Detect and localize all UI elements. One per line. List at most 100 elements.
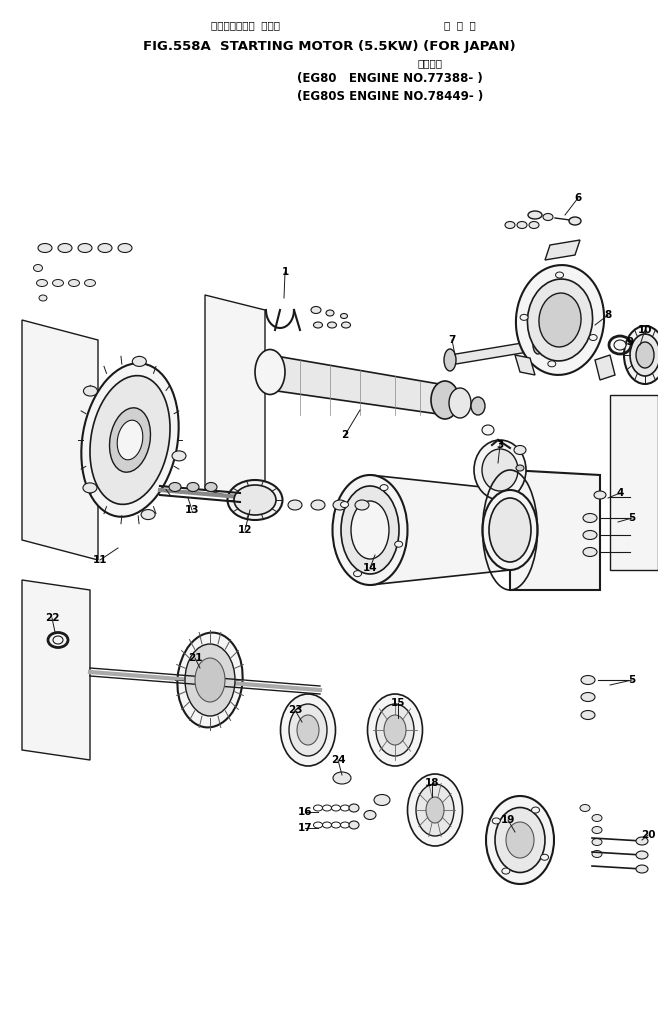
- Ellipse shape: [532, 807, 540, 813]
- Ellipse shape: [141, 510, 155, 519]
- Ellipse shape: [178, 633, 243, 727]
- Text: 21: 21: [188, 653, 202, 663]
- Ellipse shape: [449, 388, 471, 418]
- Ellipse shape: [39, 295, 47, 301]
- Ellipse shape: [636, 837, 648, 845]
- Ellipse shape: [311, 306, 321, 313]
- Ellipse shape: [589, 335, 597, 341]
- Ellipse shape: [592, 814, 602, 821]
- Text: 国  内  外: 国 内 外: [444, 20, 476, 30]
- Ellipse shape: [288, 500, 302, 510]
- Text: 1: 1: [282, 267, 289, 277]
- Ellipse shape: [333, 500, 347, 510]
- Ellipse shape: [34, 265, 43, 272]
- Ellipse shape: [492, 818, 500, 824]
- Text: 14: 14: [363, 563, 377, 573]
- Ellipse shape: [234, 485, 276, 515]
- Ellipse shape: [333, 772, 351, 784]
- Ellipse shape: [520, 314, 528, 320]
- Ellipse shape: [118, 243, 132, 252]
- Polygon shape: [545, 240, 580, 260]
- Ellipse shape: [541, 854, 549, 860]
- Ellipse shape: [205, 483, 217, 492]
- Ellipse shape: [185, 644, 235, 716]
- Text: (EG80   ENGINE NO.77388- ): (EG80 ENGINE NO.77388- ): [297, 72, 483, 85]
- Ellipse shape: [516, 265, 604, 375]
- Ellipse shape: [332, 475, 407, 585]
- Ellipse shape: [36, 280, 47, 287]
- Ellipse shape: [516, 465, 524, 470]
- Ellipse shape: [624, 325, 658, 384]
- Ellipse shape: [84, 386, 97, 396]
- Ellipse shape: [117, 420, 143, 459]
- Ellipse shape: [374, 795, 390, 805]
- Text: 23: 23: [288, 705, 302, 715]
- Ellipse shape: [342, 322, 351, 328]
- Ellipse shape: [505, 221, 515, 228]
- Ellipse shape: [82, 363, 179, 517]
- Ellipse shape: [340, 313, 347, 318]
- Text: 12: 12: [238, 525, 252, 535]
- Ellipse shape: [517, 221, 527, 228]
- Text: 16: 16: [298, 807, 313, 817]
- Text: 24: 24: [331, 755, 345, 765]
- Ellipse shape: [341, 502, 349, 508]
- Ellipse shape: [514, 445, 526, 454]
- Ellipse shape: [592, 851, 602, 858]
- Ellipse shape: [614, 340, 626, 350]
- Ellipse shape: [395, 541, 403, 548]
- Ellipse shape: [384, 715, 406, 745]
- Ellipse shape: [474, 440, 526, 500]
- Ellipse shape: [280, 694, 336, 766]
- Ellipse shape: [376, 704, 414, 756]
- Ellipse shape: [581, 675, 595, 684]
- Ellipse shape: [539, 293, 581, 347]
- Ellipse shape: [592, 826, 602, 834]
- Ellipse shape: [53, 280, 64, 287]
- Polygon shape: [515, 355, 535, 375]
- Ellipse shape: [543, 214, 553, 220]
- Ellipse shape: [431, 381, 459, 419]
- Ellipse shape: [636, 865, 648, 873]
- Ellipse shape: [98, 243, 112, 252]
- Text: 適用号機: 適用号機: [417, 58, 442, 68]
- Ellipse shape: [380, 485, 388, 491]
- Ellipse shape: [38, 243, 52, 252]
- Ellipse shape: [583, 530, 597, 539]
- Text: 3: 3: [496, 440, 503, 450]
- Ellipse shape: [444, 349, 456, 371]
- Polygon shape: [510, 470, 600, 590]
- Polygon shape: [370, 475, 510, 585]
- Ellipse shape: [506, 822, 534, 858]
- Ellipse shape: [326, 310, 334, 316]
- Ellipse shape: [349, 821, 359, 829]
- Polygon shape: [205, 295, 265, 505]
- Ellipse shape: [349, 804, 359, 812]
- Text: 10: 10: [638, 325, 652, 335]
- Ellipse shape: [83, 483, 97, 493]
- Text: 9: 9: [626, 337, 634, 347]
- Ellipse shape: [592, 839, 602, 846]
- Ellipse shape: [351, 501, 389, 559]
- Ellipse shape: [594, 491, 606, 499]
- Ellipse shape: [630, 334, 658, 376]
- Text: 18: 18: [425, 778, 440, 788]
- Text: (EG80S ENGINE NO.78449- ): (EG80S ENGINE NO.78449- ): [297, 90, 483, 103]
- Text: 15: 15: [391, 698, 405, 708]
- Text: 7: 7: [448, 335, 456, 345]
- Ellipse shape: [489, 498, 531, 562]
- Text: 8: 8: [605, 310, 612, 320]
- Ellipse shape: [172, 451, 186, 461]
- Ellipse shape: [109, 408, 151, 473]
- Ellipse shape: [195, 658, 225, 702]
- Text: 22: 22: [45, 613, 59, 623]
- Ellipse shape: [255, 350, 285, 394]
- Text: 20: 20: [641, 830, 655, 840]
- Ellipse shape: [581, 711, 595, 720]
- Text: 13: 13: [185, 505, 199, 515]
- Polygon shape: [450, 340, 540, 365]
- Ellipse shape: [482, 490, 538, 570]
- Ellipse shape: [58, 243, 72, 252]
- Ellipse shape: [368, 694, 422, 766]
- Text: 2: 2: [342, 430, 349, 440]
